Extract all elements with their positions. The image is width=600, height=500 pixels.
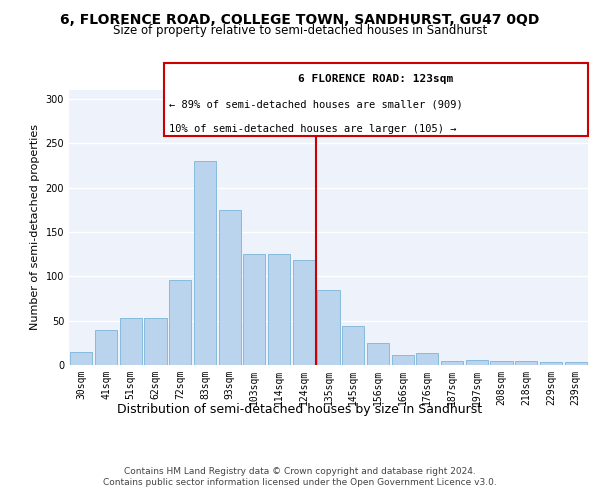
Y-axis label: Number of semi-detached properties: Number of semi-detached properties [30,124,40,330]
Bar [95,330,117,365]
Bar [416,352,439,365]
Text: Distribution of semi-detached houses by size in Sandhurst: Distribution of semi-detached houses by … [118,402,482,415]
Bar [540,362,562,365]
Bar [169,280,191,365]
Bar [317,290,340,365]
Bar [243,254,265,365]
Bar [392,355,414,365]
Text: 6, FLORENCE ROAD, COLLEGE TOWN, SANDHURST, GU47 0QD: 6, FLORENCE ROAD, COLLEGE TOWN, SANDHURS… [61,12,539,26]
Bar [70,352,92,365]
Bar [515,362,538,365]
Bar [268,254,290,365]
Text: Contains HM Land Registry data © Crown copyright and database right 2024.
Contai: Contains HM Land Registry data © Crown c… [103,468,497,487]
Bar [119,318,142,365]
Bar [194,161,216,365]
Text: 10% of semi-detached houses are larger (105) →: 10% of semi-detached houses are larger (… [169,124,457,134]
Bar [293,260,315,365]
Bar [218,210,241,365]
Bar [441,360,463,365]
Bar [466,360,488,365]
Bar [145,318,167,365]
Bar [490,360,512,365]
Bar [565,362,587,365]
FancyBboxPatch shape [164,64,588,136]
Text: 6 FLORENCE ROAD: 123sqm: 6 FLORENCE ROAD: 123sqm [298,74,454,85]
Bar [367,343,389,365]
Text: Size of property relative to semi-detached houses in Sandhurst: Size of property relative to semi-detach… [113,24,487,37]
Bar [342,326,364,365]
Text: ← 89% of semi-detached houses are smaller (909): ← 89% of semi-detached houses are smalle… [169,99,463,109]
